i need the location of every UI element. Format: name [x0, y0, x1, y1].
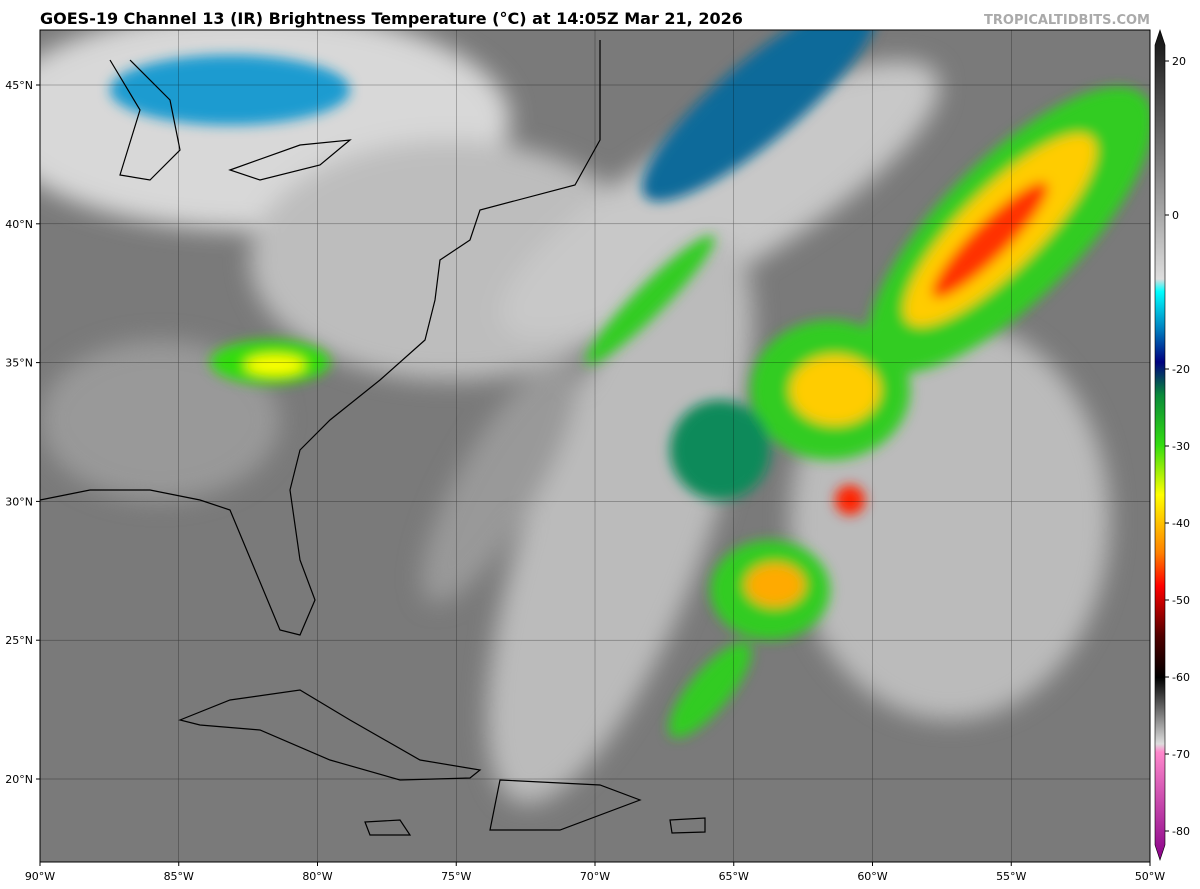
lon-label: 55°W: [996, 870, 1026, 883]
colorbar-label: -80: [1172, 825, 1190, 838]
colorbar-label: 0: [1172, 209, 1179, 222]
watermark: TROPICALTIDBITS.COM: [984, 13, 1150, 28]
colorbar: [1154, 29, 1166, 861]
colorbar-label: -30: [1172, 440, 1190, 453]
lat-label: 25°N: [5, 634, 33, 647]
satellite-image: [40, 30, 1150, 862]
lon-label: 80°W: [302, 870, 332, 883]
labels: 90°W 85°W 80°W 75°W 70°W 65°W 60°W 55°W 50°W 45°N…: [5, 55, 1190, 883]
lon-label: 65°W: [719, 870, 749, 883]
lon-label: 85°W: [164, 870, 194, 883]
colorbar-label: -50: [1172, 594, 1190, 607]
colorbar-label: -70: [1172, 748, 1190, 761]
lat-label: 20°N: [5, 773, 33, 786]
lon-label: 70°W: [580, 870, 610, 883]
lat-label: 30°N: [5, 495, 33, 508]
coastlines: [40, 40, 706, 836]
colorbar-label: -60: [1172, 671, 1190, 684]
lon-label: 50°W: [1135, 870, 1165, 883]
title: GOES-19 Channel 13 (IR) Brightness Tempe…: [40, 9, 743, 28]
lat-label: 40°N: [5, 218, 33, 231]
lat-label: 35°N: [5, 357, 33, 370]
lon-label: 90°W: [25, 870, 55, 883]
graticule: [40, 30, 1150, 862]
colorbar-label: -40: [1172, 517, 1190, 530]
colorbar-label: -20: [1172, 363, 1190, 376]
lon-label: 60°W: [857, 870, 887, 883]
lat-label: 45°N: [5, 79, 33, 92]
colorbar-label: 20: [1172, 55, 1186, 68]
lon-label: 75°W: [441, 870, 471, 883]
